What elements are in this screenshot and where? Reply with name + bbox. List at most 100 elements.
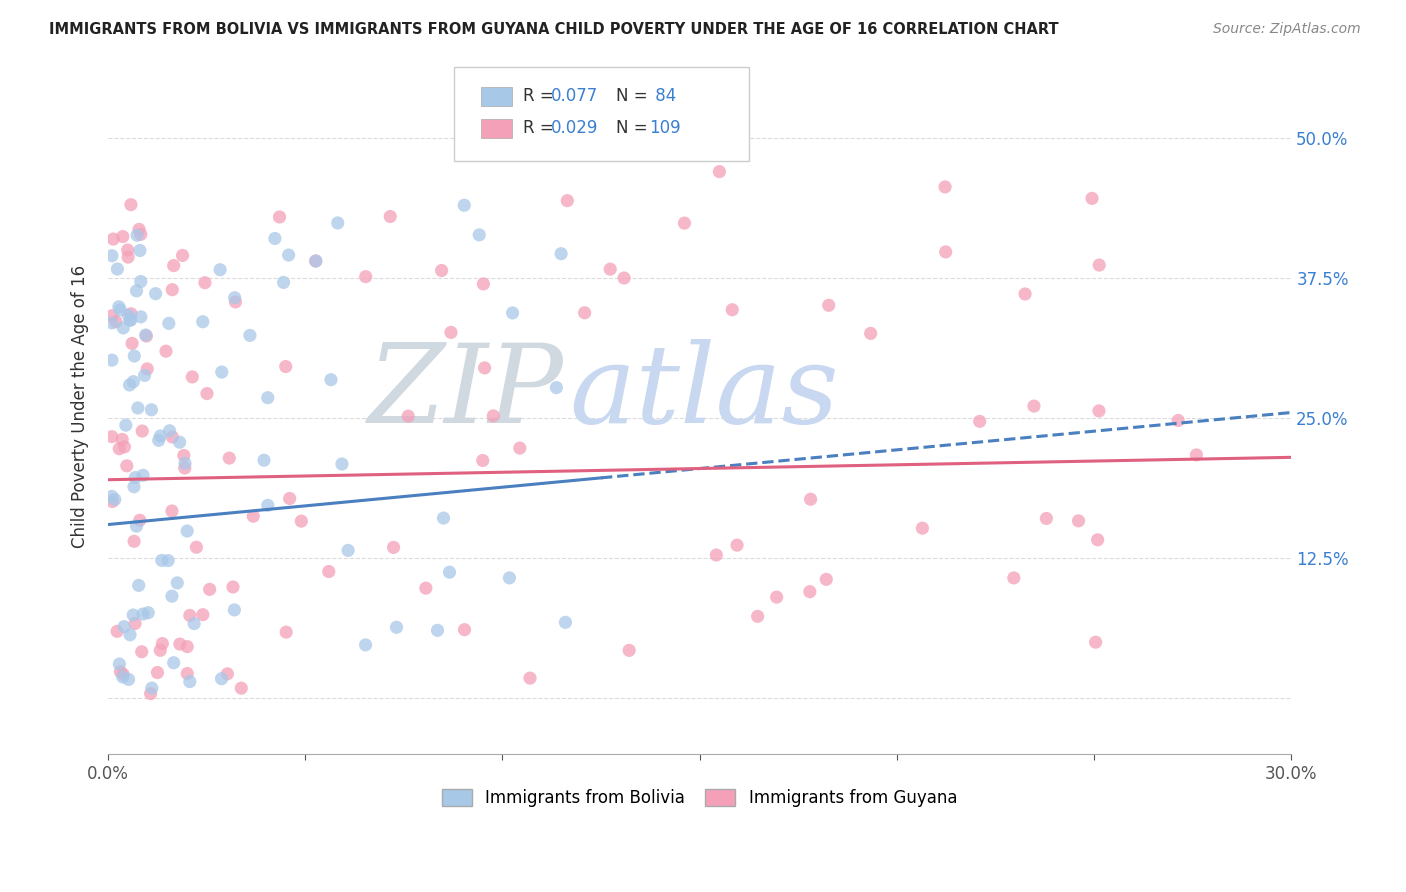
Point [800,492,823,507]
Point [129,275,152,289]
Point [148,434,170,448]
Point [186,541,208,555]
Text: R =: R = [523,87,560,105]
Point [191,315,214,329]
Point [217,666,239,681]
Point [124,616,146,631]
Point [131,645,153,659]
Point [304,254,326,268]
Point [1185,448,1208,462]
Point [211,365,233,379]
Point [599,262,621,277]
Point [554,615,576,630]
Point [150,637,173,651]
Point [122,480,145,494]
Point [111,229,134,244]
Point [453,198,475,212]
Point [546,381,568,395]
Point [222,580,245,594]
Point [118,628,141,642]
Point [969,414,991,428]
Text: 84: 84 [650,87,676,105]
Point [155,344,177,359]
Point [105,315,128,329]
Point [124,470,146,484]
Point [725,538,748,552]
Point [1035,511,1057,525]
Point [101,309,124,323]
Text: ZIP: ZIP [368,339,564,447]
Point [326,216,349,230]
Point [120,313,142,327]
Point [482,409,505,423]
Legend: Immigrants from Bolivia, Immigrants from Guyana: Immigrants from Bolivia, Immigrants from… [434,780,966,815]
Point [101,353,124,368]
Point [354,638,377,652]
Text: N =: N = [616,120,647,137]
Point [1022,399,1045,413]
Point [305,254,328,268]
Point [135,328,157,343]
Point [290,514,312,528]
Point [101,494,124,508]
Point [162,283,184,297]
Point [149,429,172,443]
Point [765,590,787,604]
Text: N =: N = [616,87,647,105]
Point [120,197,142,211]
Point [934,180,956,194]
Text: Source: ZipAtlas.com: Source: ZipAtlas.com [1213,22,1361,37]
Point [162,430,184,444]
Point [911,521,934,535]
Point [114,418,136,433]
Point [101,249,124,263]
Point [128,513,150,527]
Point [163,259,186,273]
Point [101,430,124,444]
Point [111,433,134,447]
Point [519,671,541,685]
Point [1087,533,1109,547]
Point [111,670,134,684]
Point [127,401,149,415]
Point [415,581,437,595]
Point [181,370,204,384]
Point [112,667,135,681]
Point [122,375,145,389]
Point [211,672,233,686]
Point [129,227,152,242]
Point [382,541,405,555]
Point [256,499,278,513]
Point [129,244,152,258]
Point [242,509,264,524]
Point [115,458,138,473]
Point [468,227,491,242]
Point [141,681,163,695]
Point [169,435,191,450]
Point [209,262,232,277]
Point [709,164,731,178]
Point [224,603,246,617]
Point [385,620,408,634]
Point [439,565,461,579]
Point [172,248,194,262]
Point [1167,413,1189,427]
Point [101,316,124,330]
Point [117,308,139,322]
Point [613,271,636,285]
Point [112,620,135,634]
Point [157,317,180,331]
Point [135,329,157,343]
Point [173,449,195,463]
Point [110,303,132,318]
Point [498,571,520,585]
Point [125,284,148,298]
Point [159,424,181,438]
Text: atlas: atlas [569,339,839,447]
Point [1088,404,1111,418]
Point [278,491,301,506]
Text: IMMIGRANTS FROM BOLIVIA VS IMMIGRANTS FROM GUYANA CHILD POVERTY UNDER THE AGE OF: IMMIGRANTS FROM BOLIVIA VS IMMIGRANTS FR… [49,22,1059,37]
Point [166,575,188,590]
Point [134,368,156,383]
Point [108,300,131,314]
